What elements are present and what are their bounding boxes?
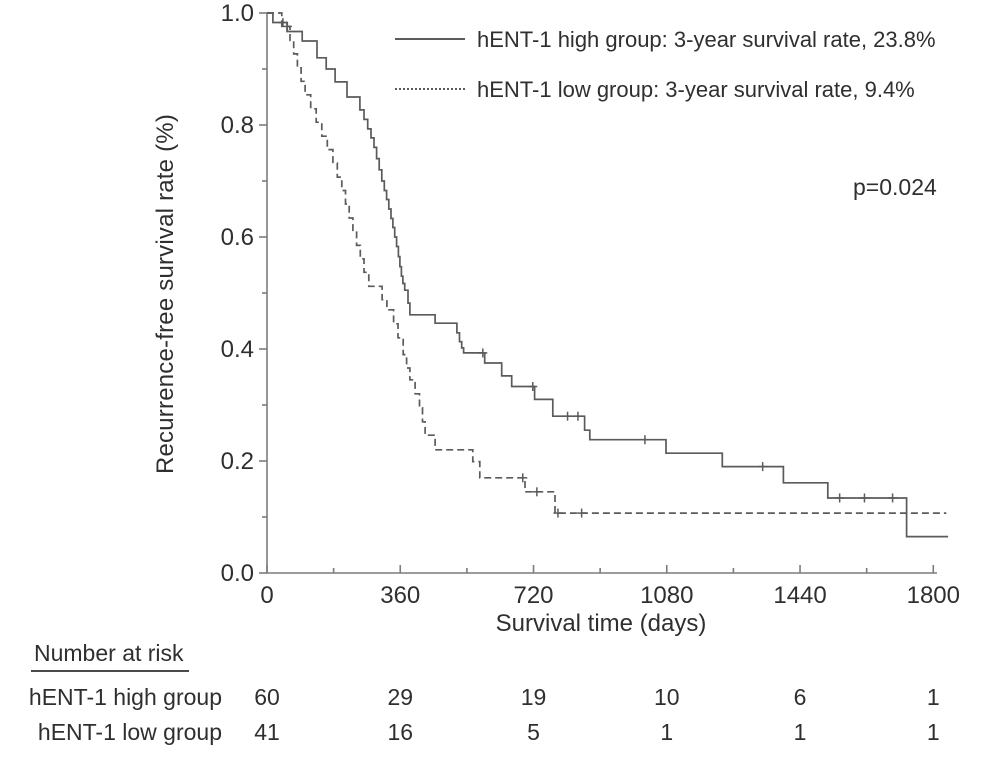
risk-row-label-high: hENT-1 high group [28,684,222,710]
y-tick-label: 0.0 [221,560,254,587]
risk-count: 6 [793,684,807,710]
x-tick-label: 1080 [640,582,693,609]
y-tick-label: 0.6 [221,224,254,251]
risk-count: 1 [793,719,807,745]
survival-curve-hent-1-low-group [267,12,947,514]
legend-label-low-group: hENT-1 low group: 3-year survival rate, … [477,77,915,102]
risk-count: 41 [254,719,280,745]
risk-count: 60 [254,684,280,710]
y-tick-label: 0.4 [221,336,254,363]
x-tick-label: 0 [260,582,273,609]
risk-count: 1 [926,684,940,710]
risk-count: 1 [660,719,674,745]
y-tick-label: 1.0 [221,0,254,27]
legend-label-high-group: hENT-1 high group: 3-year survival rate,… [477,27,936,52]
risk-count: 29 [387,684,414,710]
risk-count: 10 [653,684,680,710]
legend-dotted-line-icon [395,88,465,90]
p-value-annotation: p=0.024 [853,174,937,200]
x-tick-label: 720 [513,582,553,609]
y-tick-label: 0.8 [221,112,254,139]
risk-row-label-low: hENT-1 low group [37,719,222,745]
axes [259,12,937,574]
risk-count: 5 [527,719,540,745]
x-axis-title: Survival time (days) [495,610,707,637]
censor-marks-hent-1-low-group [282,21,587,518]
censor-marks-hent-1-high-group [278,18,898,503]
x-tick-label: 360 [380,582,420,609]
x-tick-label: 1440 [773,582,826,609]
risk-count: 16 [387,719,414,745]
risk-table-title: Number at risk [31,640,189,672]
risk-count: 1 [926,719,940,745]
y-tick-label: 0.2 [221,448,254,475]
survival-curve-hent-1-high-group [267,12,949,538]
x-tick-label: 1800 [907,582,960,609]
tick-labels: 0 360 720 1080 1440 1800 0.0 0.2 0.4 0.6 0.8 1.0 [221,0,960,609]
risk-count: 19 [520,684,547,710]
legend-solid-line-icon [395,38,465,40]
y-axis-title: Recurrence-free survival rate (%) [152,113,179,475]
